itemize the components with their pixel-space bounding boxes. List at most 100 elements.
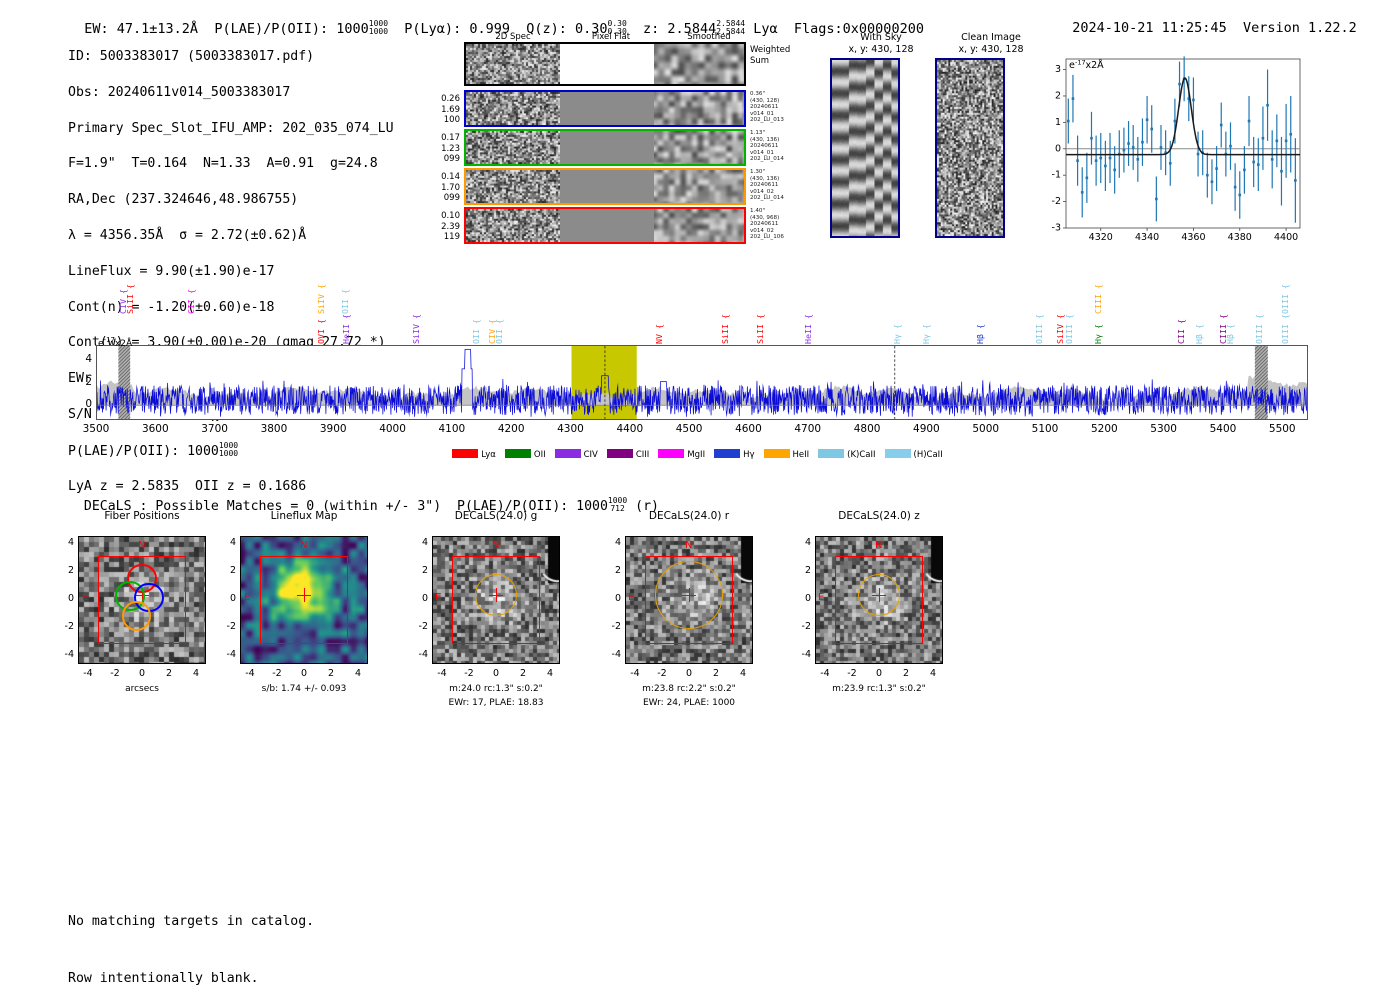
spec2d-fiber-right-label: 1.13" (430, 136) 20240611 v014_01 202_LU_014 [750,130,784,163]
clean-image [935,58,1005,238]
spec2d-fiber-left-label: 0.14 1.70 099 [441,172,460,203]
cutout-title: DECaLS(24.0) z [838,510,920,522]
legend-item: OII [504,449,546,460]
cutout-caption: s/b: 1.74 +/- 0.093 [261,684,347,694]
info-line-radec: RA,Dec (237.324646,48.986755) [68,192,299,208]
header-plae-label: P(LAE)/P(OII): 1000 [214,20,369,37]
spectrum-y-ticks: 0 2 4 [78,345,94,420]
cutout-x-tick-label: 0 [875,668,883,679]
spectrum-x-tick-label: 5500 [1268,423,1296,435]
cutout-x-tick-label: -4 [83,668,93,679]
cutout-x-tick-label: 2 [712,668,720,679]
emission-line-label: SiII { [125,284,136,314]
cutout-x-tick-label: 4 [354,668,362,679]
spec2d-fiber-left-label: 0.26 1.69 100 [441,94,460,125]
emission-line-label: Hγ { [1093,324,1104,344]
spec2d-fiber-smoothed [654,92,744,125]
cutout-y-tick-label: 2 [421,565,428,576]
legend-item: CIV [554,449,598,460]
info-line-obs: Obs: 20240611v014_5003383017 [68,84,291,100]
compass-east: E [628,592,635,604]
header-qz-label: Q(z): 0.30 [526,20,608,37]
cutout-y-tick-label: -2 [418,621,428,632]
compass-north: N [300,540,308,551]
spectrum-x-tick-label: 4500 [675,423,703,435]
compass-north: N [685,540,693,551]
legend-swatch [554,449,581,458]
legend-label: (H)CaII [913,450,943,460]
spec2d-fiber-left-label: 0.17 1.23 099 [441,133,460,164]
cutout-y-tick-label: 4 [229,537,236,548]
legend-swatch [606,449,633,458]
header-plae-fraction: 1000 1000 [368,19,389,36]
cutout-y-tick-label: 4 [421,537,428,548]
emission-line-label: Hγ { [921,324,932,344]
spectrum-x-tick-label: 4400 [616,423,644,435]
legend-label: MgII [687,450,706,460]
cutout-panel-row: Fiber Positions N E 4 2 0 -2 -4 -4 -2 0 2 4 arcsecs Li… [60,508,1060,748]
cutout-red-box [835,556,923,644]
legend-item: (H)CaII [884,449,943,460]
emission-line-label: CII { [1176,319,1187,344]
cutout-y-tick-label: 2 [614,565,621,576]
legend-swatch [763,449,790,458]
emission-line-label: Hγ { [891,324,902,344]
header-z-label: z: 2.5844 [643,20,717,37]
header-plya: P(Lyα): 0.999 [404,20,510,37]
cutout-y-tick-label: 0 [67,593,74,604]
spectrum-x-tick-label: 4300 [557,423,584,435]
legend-label: Lyα [481,450,496,460]
decals-plae-fraction: 1000 712 [607,496,628,513]
cutout-x-tick-label: -2 [464,668,474,679]
cutout-y-tick-label: 0 [421,593,428,604]
spec2d-fiber-rows [464,90,746,248]
info-plae-fraction: 1000 1000 [218,440,239,458]
header-qz-fraction: 0.30 0.30 [607,19,627,36]
emission-line-label: OIII { [1280,284,1291,314]
legend-item: HeII [763,449,809,460]
spec2d-fiber-right-labels: 0.36" (430, 128) 20240611 v014_01 202_LU_013… [750,90,810,248]
footer-line-1: No matching targets in catalog. [68,914,315,929]
emission-line-label: CIII { [1093,284,1104,314]
spec2d-col-title-2dspec: 2D Spec [495,32,531,42]
emission-line-label: Hβ { [1194,324,1205,344]
spec2d-image-pixelflat [560,44,654,84]
spec2d-fiber-row [464,90,746,127]
cutout-caption: m:23.8 rc:2.2" s:0.2" [642,684,736,694]
emission-line-label: Hβ { [974,324,985,344]
header-z-type: Lyα [753,20,778,37]
spec2d-fiber-left-labels: 0.26 1.69 100 0.17 1.23 099 0.14 1.70 099 0.10 2.3… [432,90,462,248]
spec2d-fiber-smoothed [654,131,744,164]
cutout-title: Fiber Positions [104,510,180,522]
header-summary-line: EW: 47.1±13.2Å P(LAE)/P(OII): 1000 1000 10… [68,4,924,37]
emission-line-label: OIII { [1253,314,1264,344]
spec2d-weighted-sum-row [464,42,746,86]
cutout-title: DECaLS(24.0) r [648,510,730,522]
compass-east: E [435,592,442,604]
emission-line-label: HeII { [802,314,813,344]
emission-line-label: OIII { [1034,314,1045,344]
spec2d-fiber-pixelflat [560,131,654,164]
info-line-slot: Primary Spec_Slot_IFU_AMP: 202_035_074_L… [68,120,394,136]
spec2d-fiber-2dspec [466,170,560,203]
spec2d-fiber-right-label: 0.36" (430, 128) 20240611 v014_01 202_LU_013 [750,91,784,124]
spectrum-y-unit-label: e-17x2Å [98,336,133,349]
cutout-y-tick-label: 0 [229,593,236,604]
spectrum-x-tick-label: 5200 [1090,423,1118,435]
cutout-x-tick-label: -2 [110,668,120,679]
legend-label: Hγ [743,450,755,460]
withsky-image [830,58,900,238]
cutout-red-box [98,556,186,644]
spectrum-x-tick-label: 4900 [913,423,940,435]
spec2d-fiber-2dspec [466,131,560,164]
spec2d-fiber-left-label: 0.10 2.39 119 [441,211,460,242]
legend-swatch [818,449,845,458]
cutout-x-tick-label: 4 [546,668,554,679]
emission-line-label: CII { [185,289,196,314]
spec2d-fiber-right-label: 1.40" (430, 968) 20240611 v014_02 202_LU_106 [750,208,784,241]
aperture-circle [858,573,900,616]
spec2d-col-title-smoothed: Smoothed [687,32,731,42]
spec2d-fiber-smoothed [654,170,744,203]
spectrum-x-tick-label: 5400 [1209,423,1237,435]
emission-line-label: HeII { [341,314,352,344]
